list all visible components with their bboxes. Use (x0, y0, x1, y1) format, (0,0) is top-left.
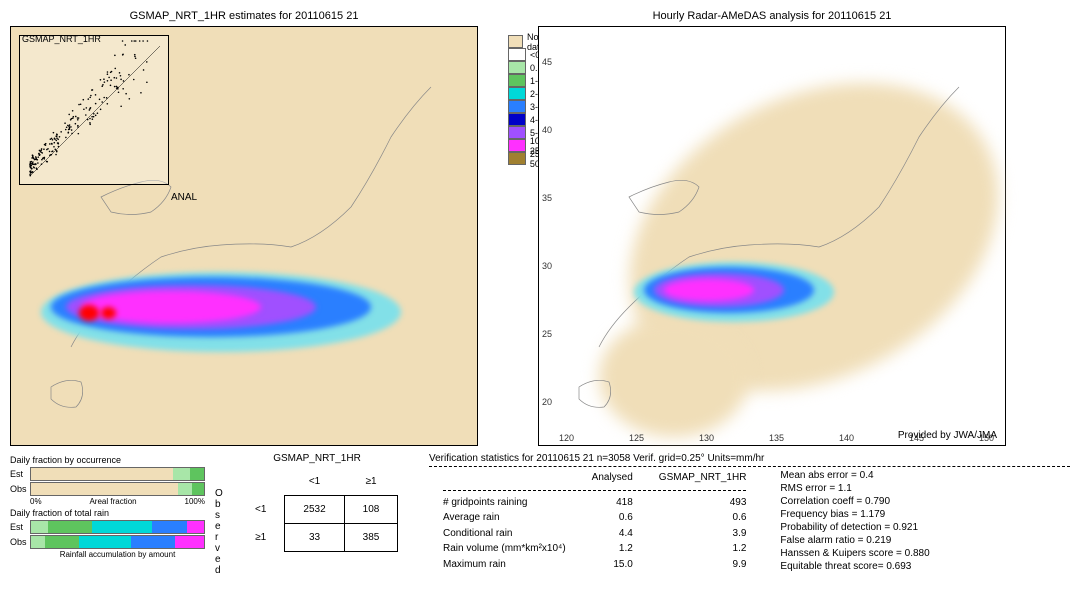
lat-tick: 30 (542, 261, 552, 271)
ct-12: 108 (344, 496, 398, 524)
lat-tick: 25 (542, 329, 552, 339)
right-map-title: Hourly Radar-AMeDAS analysis for 2011061… (538, 10, 1006, 22)
lat-tick: 45 (542, 57, 552, 67)
score-item: RMS error = 1.1 (780, 482, 929, 495)
score-item: Correlation coeff = 0.790 (780, 495, 929, 508)
tot-obs-bar (30, 535, 205, 549)
contingency-table: GSMAP_NRT_1HR <1≥1 <12532108 ≥133385 Obs… (217, 453, 417, 573)
stats-row: Conditional rain4.43.9 (431, 527, 758, 540)
rain-region (101, 307, 116, 319)
lon-tick: 130 (699, 433, 714, 443)
fraction-bars: Daily fraction by occurrence Est Obs 0%A… (10, 453, 205, 573)
occ-title: Daily fraction by occurrence (10, 455, 205, 465)
score-item: Probability of detection = 0.921 (780, 521, 929, 534)
lon-tick: 135 (769, 433, 784, 443)
score-item: Mean abs error = 0.4 (780, 469, 929, 482)
stats-row: Rain volume (mm*km²x10⁴)1.21.2 (431, 542, 758, 555)
tot-title: Daily fraction of total rain (10, 508, 205, 518)
stats-row: Average rain0.60.6 (431, 511, 758, 524)
stats-row: # gridpoints raining418493 (431, 496, 758, 509)
occ-obs-bar (30, 482, 205, 496)
verification-stats: Verification statistics for 20110615 21 … (429, 453, 1070, 573)
stats-table: AnalysedGSMAP_NRT_1HR # gridpoints raini… (429, 469, 760, 573)
inset-label: GSMAP_NRT_1HR (22, 34, 101, 44)
score-item: False alarm ratio = 0.219 (780, 534, 929, 547)
lon-tick: 120 (559, 433, 574, 443)
rain-region (664, 279, 754, 301)
stats-row: Maximum rain15.09.9 (431, 558, 758, 572)
left-map: GSMAP_NRT_1HR ANAL (10, 26, 478, 446)
lat-tick: 40 (542, 125, 552, 135)
occ-est-bar (30, 467, 205, 481)
score-item: Hanssen & Kuipers score = 0.880 (780, 547, 929, 560)
lat-tick: 20 (542, 397, 552, 407)
tot-est-bar (30, 520, 205, 534)
observed-label: Observed (215, 488, 223, 576)
right-map-panel: Hourly Radar-AMeDAS analysis for 2011061… (538, 10, 1006, 446)
anal-label: ANAL (171, 192, 197, 203)
stats-header: Verification statistics for 20110615 21 … (429, 453, 1070, 464)
ct-11: 2532 (285, 496, 344, 524)
left-map-panel: GSMAP_NRT_1HR estimates for 20110615 21 … (10, 10, 478, 446)
right-map: 120125130135140145150 454035302520 Provi… (538, 26, 1006, 446)
lon-tick: 125 (629, 433, 644, 443)
score-item: Equitable threat score= 0.693 (780, 560, 929, 573)
lat-tick: 35 (542, 193, 552, 203)
lon-tick: 140 (839, 433, 854, 443)
ct-22: 385 (344, 524, 398, 552)
score-item: Frequency bias = 1.179 (780, 508, 929, 521)
rain-region (79, 305, 99, 321)
provided-label: Provided by JWA/JMA (898, 430, 997, 441)
score-list: Mean abs error = 0.4RMS error = 1.1Corre… (780, 469, 929, 573)
left-map-title: GSMAP_NRT_1HR estimates for 20110615 21 (10, 10, 478, 22)
est-label: Est (10, 469, 30, 479)
inset-scatter: GSMAP_NRT_1HR (19, 35, 169, 185)
ct-21: 33 (285, 524, 344, 552)
ct-title: GSMAP_NRT_1HR (217, 453, 417, 464)
obs-label: Obs (10, 484, 30, 494)
